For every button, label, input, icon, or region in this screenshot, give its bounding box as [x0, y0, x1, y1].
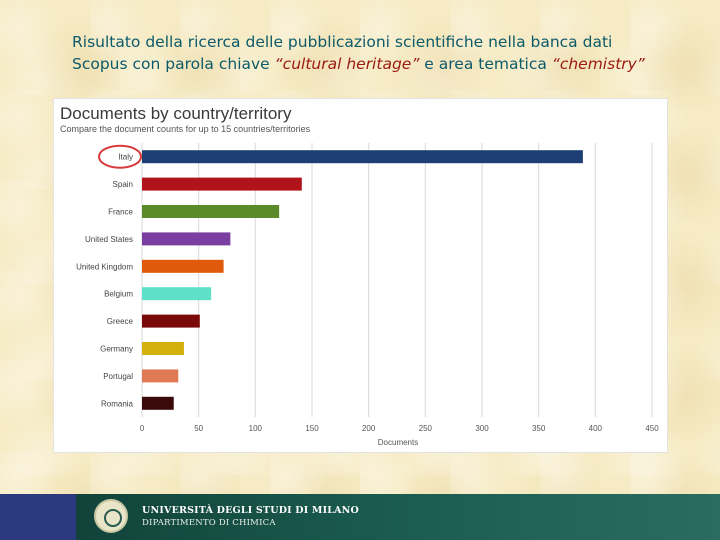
bar-france	[142, 205, 280, 218]
bar-italy	[142, 150, 583, 164]
x-tick-label: 0	[140, 424, 145, 433]
category-label: Portugal	[103, 372, 133, 381]
category-label: France	[108, 208, 133, 217]
x-tick-label: 200	[362, 424, 376, 433]
bar-portugal	[142, 369, 179, 383]
chart-subtitle: Compare the document counts for up to 15…	[60, 124, 311, 134]
x-tick-label: 300	[475, 424, 489, 433]
footer-bar	[0, 494, 720, 540]
category-label: Romania	[101, 399, 134, 408]
x-tick-label: 100	[249, 424, 263, 433]
title-keyword-cultural-heritage: “cultural heritage”	[274, 55, 420, 73]
documents-by-country-chart: Documents by country/territory Compare t…	[60, 104, 659, 447]
bar-spain	[142, 177, 302, 191]
slide-title: Risultato della ricerca delle pubblicazi…	[72, 31, 692, 75]
title-line-1: Risultato della ricerca delle pubblicazi…	[72, 33, 613, 51]
category-label: Spain	[113, 180, 133, 189]
bar-greece	[142, 314, 200, 328]
footer-edge	[0, 494, 76, 540]
title-line-2-mid: e area tematica	[419, 55, 552, 73]
title-line-2-start: Scopus con parola chiave	[72, 55, 275, 73]
category-label: Greece	[107, 317, 134, 326]
category-label: Italy	[118, 153, 133, 162]
chart-panel: Documents by country/territory Compare t…	[53, 98, 668, 453]
university-name: UNIVERSITÀ DEGLI STUDI DI MILANO	[142, 505, 360, 516]
x-tick-label: 150	[305, 424, 319, 433]
x-tick-label: 400	[589, 424, 603, 433]
category-label: Germany	[100, 345, 133, 354]
category-label: United Kingdom	[76, 262, 133, 271]
bar-romania	[142, 396, 174, 410]
category-label: United States	[85, 235, 133, 244]
bar-germany	[142, 342, 184, 355]
category-label: Belgium	[104, 290, 133, 299]
title-keyword-chemistry: “chemistry”	[551, 55, 645, 73]
university-seal-icon	[94, 499, 128, 533]
x-axis-label: Documents	[378, 438, 418, 447]
highlight-circle	[98, 144, 142, 169]
x-tick-label: 450	[645, 424, 659, 433]
x-tick-label: 250	[419, 424, 433, 433]
bar-belgium	[142, 287, 212, 301]
x-tick-label: 350	[532, 424, 546, 433]
department-name: DIPARTIMENTO DI CHIMICA	[142, 518, 276, 528]
bar-united-kingdom	[142, 259, 224, 273]
bar-united-states	[142, 232, 231, 246]
x-tick-label: 50	[194, 424, 203, 433]
chart-title: Documents by country/territory	[60, 104, 292, 123]
